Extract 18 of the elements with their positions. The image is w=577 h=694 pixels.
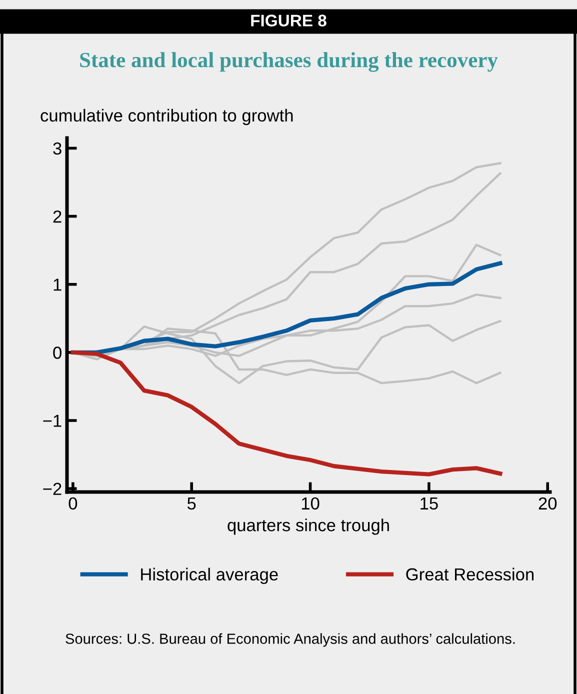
y-tick-label: 3 [53, 142, 62, 155]
source-note: Sources: U.S. Bureau of Economic Analysis and authors’ calculations. [66, 633, 515, 647]
x-tick-label: 5 [187, 498, 196, 510]
y-tick-label: −2 [43, 482, 62, 495]
x-tick-label: 0 [68, 497, 78, 510]
chart-subtitle: State and local purchases during the recovery [80, 52, 498, 72]
y-tick-label: 0 [53, 346, 62, 359]
legend-label: Historical average [141, 568, 278, 584]
chart-title: FIGURE 8 [251, 14, 326, 26]
y-axis-title: cumulative contribution to growth [40, 108, 293, 126]
y-tick-label: 2 [53, 210, 62, 223]
x-tick-label: 10 [302, 497, 320, 510]
legend-label: Great Recession [406, 568, 534, 581]
y-tick-label: 1 [54, 278, 62, 291]
x-axis-title: quarters since trough [228, 518, 389, 535]
y-tick-label: −1 [43, 414, 62, 427]
x-tick-label: 15 [420, 498, 438, 510]
x-tick-label: 20 [538, 497, 557, 510]
